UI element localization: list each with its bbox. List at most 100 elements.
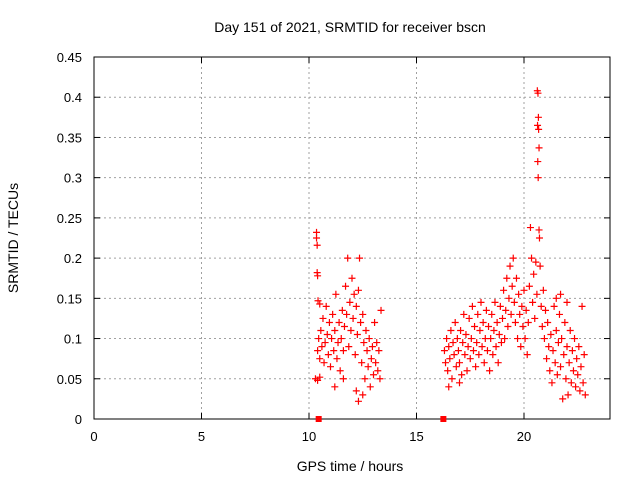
data-point-marker — [361, 375, 369, 383]
data-point-marker — [539, 286, 547, 294]
data-point-marker — [537, 302, 545, 310]
data-point-marker — [483, 347, 491, 355]
data-point-marker — [451, 318, 459, 326]
data-point-marker — [519, 322, 527, 330]
data-point-marker — [364, 363, 372, 371]
data-point-marker — [493, 318, 501, 326]
data-point-marker — [314, 347, 322, 355]
data-point-marker — [313, 234, 321, 242]
data-point-marker — [559, 395, 567, 403]
y-tick-label: 0 — [75, 412, 82, 427]
data-point-marker — [566, 327, 574, 335]
data-point-marker — [508, 282, 516, 290]
data-point-marker — [544, 318, 552, 326]
data-point-marker — [473, 339, 481, 347]
data-point-marker — [487, 335, 495, 343]
data-point-marker — [551, 359, 559, 367]
zero-marker — [315, 416, 322, 422]
data-point-marker — [351, 351, 359, 359]
data-point-marker — [581, 391, 589, 399]
data-point-marker — [449, 339, 457, 347]
data-point-marker — [475, 351, 483, 359]
data-point-marker — [319, 314, 327, 322]
data-point-marker — [543, 355, 551, 363]
data-point-marker — [374, 367, 382, 375]
zero-marker — [440, 416, 447, 422]
data-point-marker — [453, 335, 461, 343]
data-point-marker — [496, 302, 504, 310]
data-point-marker — [479, 318, 487, 326]
data-point-marker — [478, 343, 486, 351]
data-point-marker — [324, 351, 332, 359]
data-point-marker — [358, 359, 366, 367]
data-point-marker — [562, 375, 570, 383]
data-point-marker — [535, 226, 543, 234]
data-point-marker — [520, 286, 528, 294]
data-point-marker — [534, 158, 542, 166]
data-point-marker — [477, 298, 485, 306]
data-points — [311, 87, 589, 422]
grid-lines — [94, 57, 610, 419]
data-point-marker — [325, 318, 333, 326]
data-point-marker — [354, 286, 362, 294]
data-point-marker — [486, 367, 494, 375]
data-point-marker — [540, 335, 548, 343]
data-point-marker — [465, 314, 473, 322]
data-point-marker — [530, 270, 538, 278]
x-tick-label: 20 — [517, 429, 531, 444]
data-point-marker — [467, 335, 475, 343]
y-tick-label: 0.15 — [57, 291, 82, 306]
data-point-marker — [331, 383, 339, 391]
data-point-marker — [485, 322, 493, 330]
data-point-marker — [376, 375, 384, 383]
data-point-marker — [348, 274, 356, 282]
data-point-marker — [462, 331, 470, 339]
data-point-marker — [459, 339, 467, 347]
data-point-marker — [456, 359, 463, 367]
y-tick-label: 0.05 — [57, 372, 82, 387]
data-point-marker — [323, 331, 331, 339]
data-point-marker — [373, 339, 381, 347]
data-point-marker — [494, 359, 502, 367]
x-axis-label: GPS time / hours — [297, 458, 404, 474]
data-point-marker — [337, 335, 345, 343]
data-point-marker — [507, 310, 515, 318]
data-point-marker — [349, 314, 357, 322]
data-point-marker — [506, 262, 514, 270]
data-point-marker — [501, 335, 509, 343]
data-point-marker — [377, 306, 385, 314]
data-point-marker — [320, 359, 328, 367]
data-point-marker — [528, 254, 536, 262]
axis-ticks: 0 5 10 15 20 0 0.05 0.1 0.15 0.2 0.25 0.3 0.35 0.4 0.4… — [57, 50, 610, 444]
data-point-marker — [331, 327, 339, 335]
data-point-marker — [535, 125, 543, 133]
data-point-marker — [525, 282, 533, 290]
data-point-marker — [533, 290, 541, 298]
data-point-marker — [375, 347, 383, 355]
data-point-marker — [553, 371, 561, 379]
data-point-marker — [500, 286, 508, 294]
data-point-marker — [534, 174, 542, 182]
y-tick-label: 0.2 — [64, 251, 82, 266]
data-point-marker — [346, 298, 354, 306]
data-point-marker — [450, 351, 458, 359]
data-point-marker — [452, 363, 460, 371]
data-point-marker — [458, 371, 466, 379]
data-point-marker — [316, 355, 324, 363]
data-point-marker — [333, 355, 341, 363]
data-point-marker — [357, 318, 365, 326]
data-point-marker — [352, 387, 360, 395]
data-point-marker — [371, 318, 379, 326]
data-point-marker — [362, 327, 370, 335]
data-point-marker — [457, 327, 465, 335]
data-point-marker — [335, 318, 343, 326]
data-point-marker — [332, 290, 340, 298]
data-point-marker — [353, 331, 361, 339]
data-point-marker — [318, 343, 326, 351]
data-point-marker — [363, 347, 371, 355]
data-point-marker — [511, 318, 519, 326]
data-point-marker — [573, 355, 581, 363]
plot-frame — [93, 56, 611, 420]
data-point-marker — [360, 339, 368, 347]
data-point-marker — [316, 373, 324, 381]
